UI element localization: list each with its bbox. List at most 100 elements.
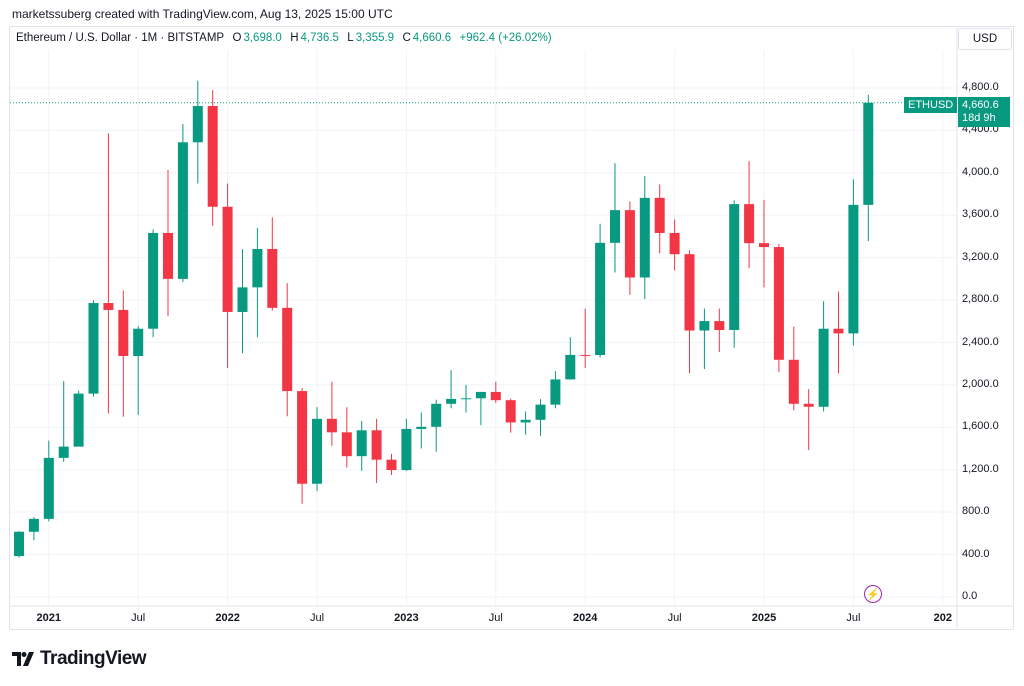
candle-2022-11[interactable] <box>371 418 382 484</box>
candle-2022-08[interactable] <box>326 381 337 446</box>
candle-2025-03[interactable] <box>788 326 799 411</box>
candle-2023-01[interactable] <box>401 418 412 471</box>
candle-2021-10[interactable] <box>177 124 188 283</box>
candle-2023-11[interactable] <box>550 371 561 409</box>
candle-2020-12[interactable] <box>28 516 39 541</box>
y-tick-label: 2,800.0 <box>962 293 999 306</box>
candle-2022-10[interactable] <box>356 420 367 471</box>
currency-button[interactable]: USD <box>958 28 1012 50</box>
y-tick-label: 3,600.0 <box>962 208 999 221</box>
candle-body <box>118 309 129 356</box>
candle-2021-11[interactable] <box>192 80 203 184</box>
candle-2025-06[interactable] <box>833 291 844 374</box>
x-tick-label: Jul <box>488 612 503 624</box>
candle-body <box>759 243 769 248</box>
candle-body <box>341 432 352 457</box>
candle-body <box>729 204 740 330</box>
high-label: H <box>290 32 299 44</box>
candle-2022-02[interactable] <box>237 249 248 354</box>
candle-body <box>639 197 650 278</box>
candle-2023-03[interactable] <box>431 399 442 452</box>
candle-2022-06[interactable] <box>297 388 308 504</box>
candle-body <box>863 102 874 205</box>
candle-2023-04[interactable] <box>446 370 457 409</box>
candle-body <box>326 418 337 433</box>
candle-2024-11[interactable] <box>729 200 740 348</box>
candle-2023-12[interactable] <box>565 337 576 380</box>
y-tick-label: 2,000.0 <box>962 377 999 390</box>
candle-2023-10[interactable] <box>535 399 546 436</box>
candle-body <box>475 391 486 399</box>
candle-2024-07[interactable] <box>669 219 680 271</box>
x-tick-label: 2022 <box>215 612 240 624</box>
candle-2021-08[interactable] <box>148 229 159 338</box>
candle-2023-08[interactable] <box>505 398 516 433</box>
candle-body <box>550 379 561 405</box>
candle-body <box>401 428 412 471</box>
candle-2025-02[interactable] <box>773 243 784 373</box>
candle-2023-05[interactable] <box>461 384 471 413</box>
candle-2025-08[interactable] <box>863 94 874 242</box>
candle-2021-03[interactable] <box>73 390 84 447</box>
candle-2021-04[interactable] <box>88 300 99 397</box>
candle-2025-04[interactable] <box>803 389 814 451</box>
x-tick-label: Jul <box>846 612 861 624</box>
candle-2024-10[interactable] <box>714 308 725 353</box>
candle-2024-02[interactable] <box>595 223 606 358</box>
candle-2022-04[interactable] <box>267 217 278 311</box>
open-value: 3,698.0 <box>243 32 282 44</box>
candle-2025-07[interactable] <box>848 179 859 346</box>
candle-2021-09[interactable] <box>163 169 173 316</box>
candle-2025-01[interactable] <box>759 199 769 288</box>
candle-2024-01[interactable] <box>580 308 591 368</box>
candle-body <box>371 430 382 460</box>
candle-2021-12[interactable] <box>207 90 218 226</box>
candle-body <box>461 398 471 400</box>
candle-2022-09[interactable] <box>341 407 352 468</box>
last-price: 4,660.6 <box>962 99 999 111</box>
candle-2022-12[interactable] <box>386 453 397 476</box>
candle-body <box>833 328 844 334</box>
candle-2020-11[interactable] <box>14 531 24 558</box>
candle-body <box>103 303 114 310</box>
symbol-title[interactable]: Ethereum / U.S. Dollar · 1M · BITSTAMP <box>16 32 225 44</box>
candle-2024-05[interactable] <box>639 176 650 300</box>
tradingview-logo: TradingView <box>12 648 147 670</box>
candle-2024-03[interactable] <box>610 163 620 273</box>
candle-2024-12[interactable] <box>744 161 755 269</box>
candle-body <box>282 307 293 392</box>
candle-body <box>699 321 710 331</box>
candle-2022-07[interactable] <box>312 407 322 491</box>
candle-2023-07[interactable] <box>490 381 501 403</box>
candle-body <box>773 247 784 360</box>
candle-body <box>192 106 203 143</box>
x-tick-label: 2021 <box>36 612 62 624</box>
candle-2022-01[interactable] <box>222 183 233 368</box>
candle-2023-09[interactable] <box>520 411 531 435</box>
candle-body <box>73 393 84 447</box>
low-value: 3,355.9 <box>355 32 395 44</box>
candle-2024-09[interactable] <box>699 308 710 370</box>
candle-2021-06[interactable] <box>118 290 129 417</box>
brand-name: TradingView <box>40 648 147 669</box>
candle-2021-05[interactable] <box>103 133 114 414</box>
candle-2024-08[interactable] <box>684 250 695 374</box>
candle-2025-05[interactable] <box>818 301 829 412</box>
candle-2024-06[interactable] <box>654 184 665 254</box>
candle-2022-03[interactable] <box>252 227 263 338</box>
candle-2023-06[interactable] <box>475 391 486 426</box>
lightning-icon[interactable]: ⚡ <box>864 585 882 603</box>
candle-body <box>580 354 591 356</box>
candle-2024-04[interactable] <box>624 201 635 295</box>
candle-2023-02[interactable] <box>416 412 427 449</box>
candle-body <box>386 459 397 471</box>
candle-2021-01[interactable] <box>43 440 54 522</box>
candle-2021-07[interactable] <box>133 326 144 415</box>
candle-2021-02[interactable] <box>58 381 69 462</box>
low-label: L <box>347 32 354 44</box>
candle-body <box>848 204 859 334</box>
candle-2022-05[interactable] <box>282 283 293 417</box>
change-value: +962.4 (+26.02%) <box>459 32 552 44</box>
candle-body <box>14 531 24 557</box>
